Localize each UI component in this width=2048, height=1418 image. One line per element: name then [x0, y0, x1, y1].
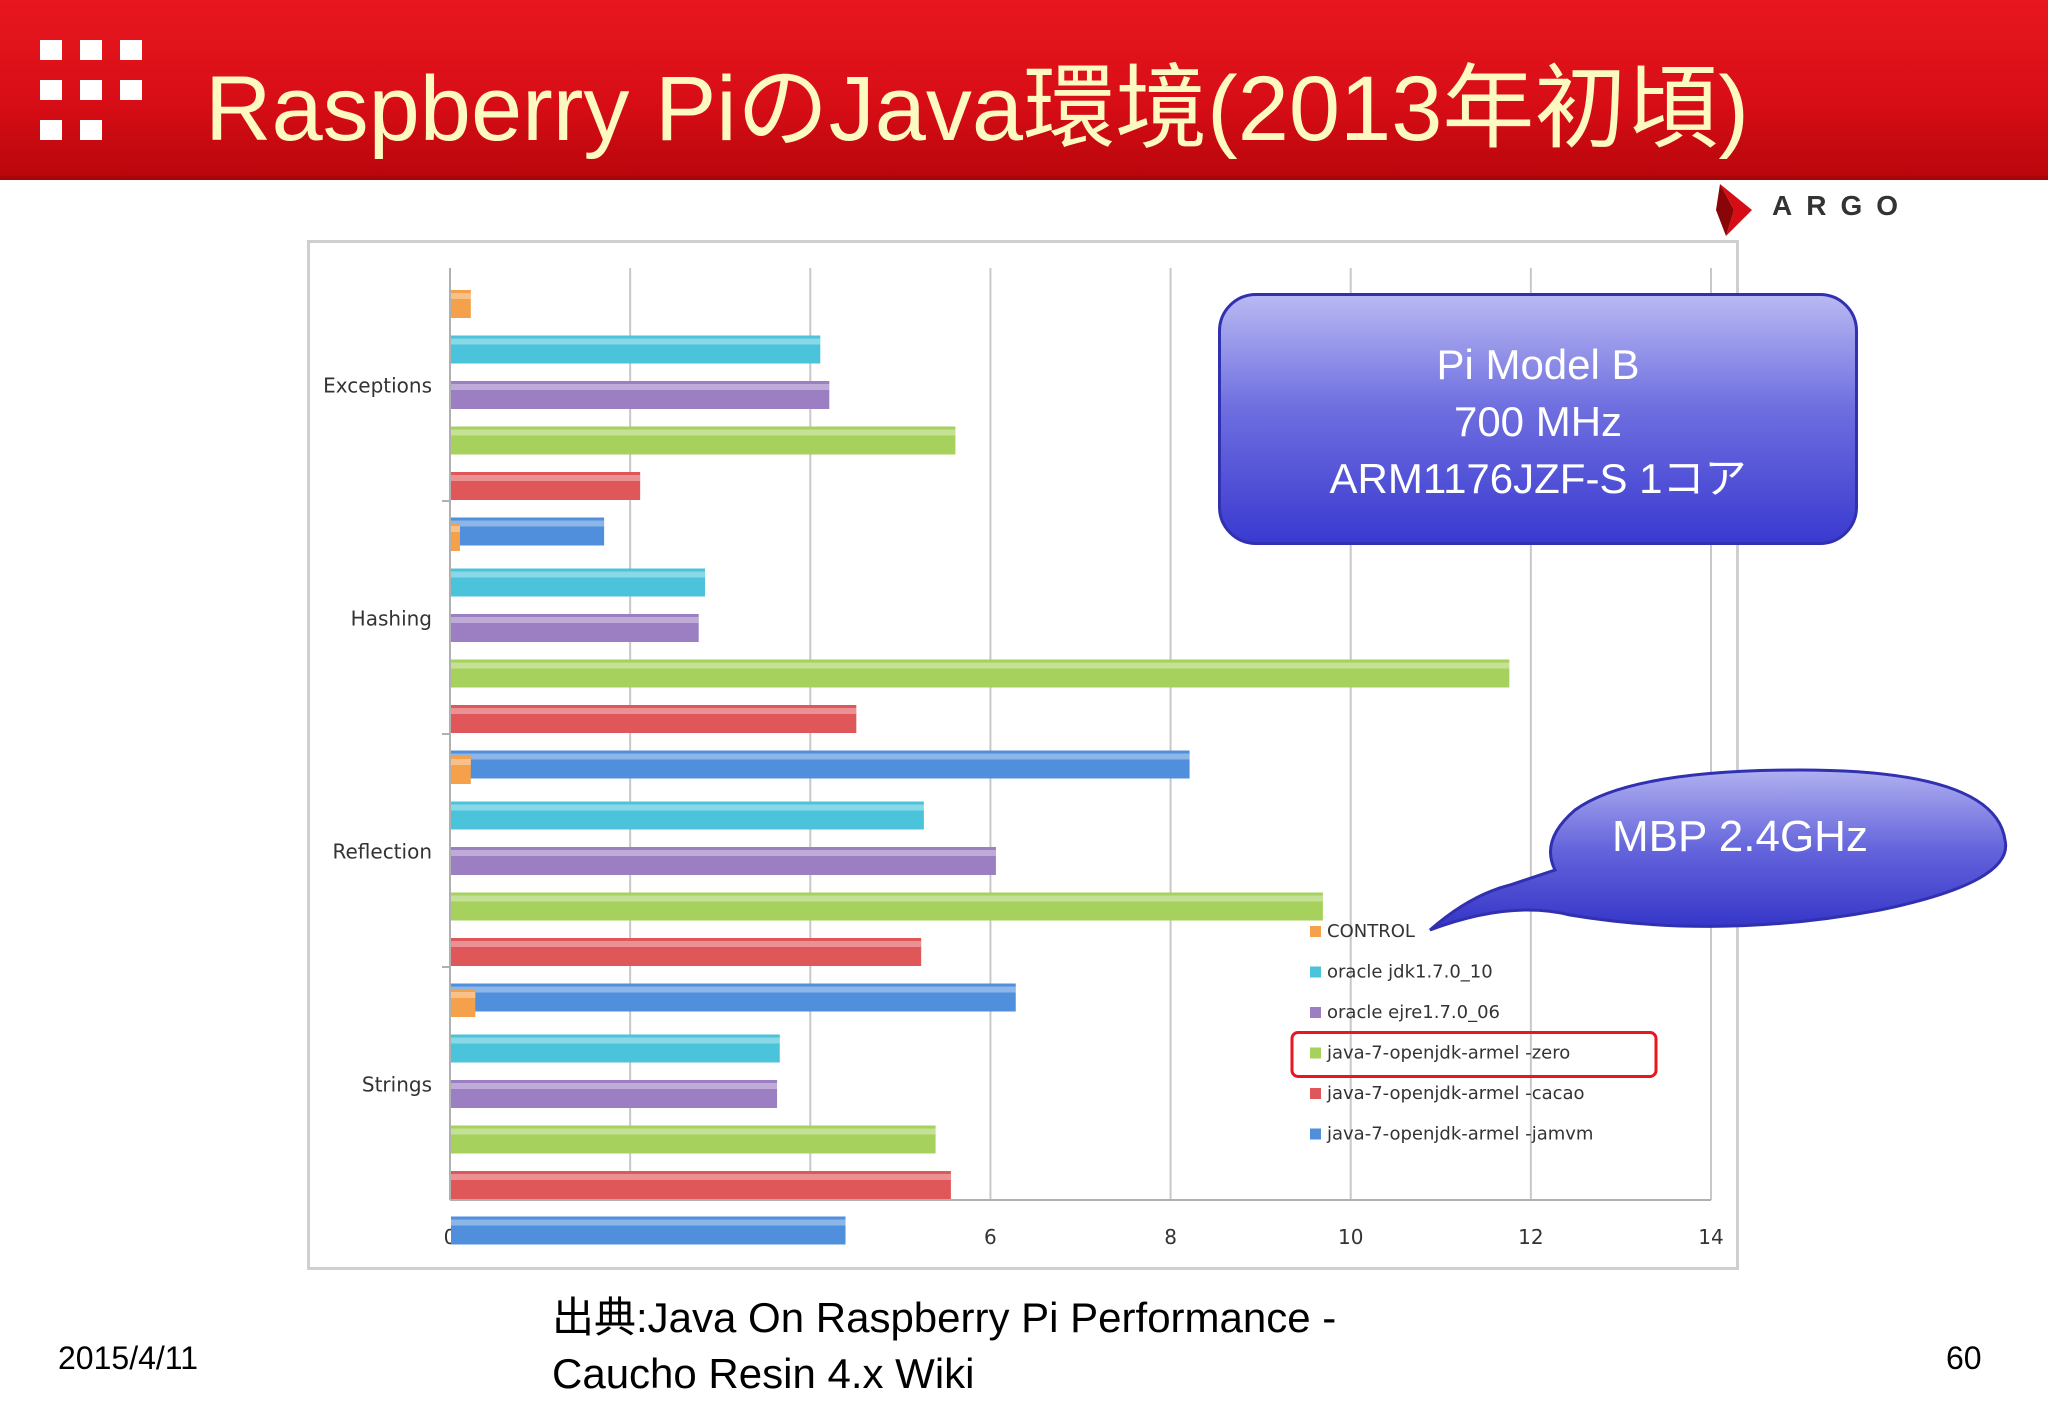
- pi-spec-callout: Pi Model B 700 MHz ARM1176JZF-S 1コア: [1218, 293, 1858, 545]
- bar: [451, 1216, 846, 1245]
- bar-highlight: [451, 1128, 936, 1135]
- bar: [451, 1034, 780, 1063]
- bar-highlight: [451, 338, 821, 345]
- category-label: Exceptions: [323, 374, 432, 398]
- bar: [451, 847, 996, 875]
- bar-highlight: [451, 1037, 780, 1044]
- bubble-text: MBP 2.4GHz: [1612, 812, 1868, 861]
- bar: [451, 517, 605, 546]
- x-tick-label: 10: [1338, 1225, 1363, 1249]
- category-label: Reflection: [332, 840, 432, 864]
- bar-highlight: [451, 895, 1323, 902]
- highlight-box: [1290, 1031, 1658, 1078]
- slide-date: 2015/4/11: [58, 1340, 198, 1376]
- bar: [451, 426, 956, 455]
- legend-label: java-7-openjdk-armel -cacao: [1326, 1083, 1585, 1104]
- title-bar: Raspberry PiのJava環境(2013年初頃): [0, 0, 2048, 180]
- bar: [451, 472, 641, 500]
- bar: [451, 290, 471, 318]
- x-tick-label: 6: [984, 1225, 997, 1249]
- legend-swatch: [1310, 1088, 1321, 1099]
- bar: [451, 523, 461, 551]
- category-label: Hashing: [351, 607, 432, 631]
- bar: [451, 983, 1016, 1012]
- bar-highlight: [451, 662, 1510, 669]
- bar: [451, 381, 830, 409]
- bar-chart: 02468101214ExceptionsHashingReflectionSt…: [323, 268, 1724, 1249]
- page-number: 60: [1946, 1340, 1982, 1376]
- x-tick-label: 8: [1164, 1225, 1177, 1249]
- callout-line: ARM1176JZF-S 1コア: [1329, 455, 1747, 502]
- source-line: Caucho Resin 4.x Wiki: [552, 1350, 975, 1397]
- bar: [451, 756, 471, 784]
- argo-sail-icon: [1716, 184, 1752, 236]
- bar: [451, 1171, 951, 1199]
- legend-label: CONTROL: [1327, 921, 1415, 942]
- bar-highlight: [451, 941, 922, 947]
- bar: [451, 892, 1323, 921]
- x-tick-label: 14: [1698, 1225, 1723, 1249]
- mbp-speech-bubble: [1429, 768, 2008, 932]
- bar-highlight: [451, 986, 1016, 993]
- grid-logo-icon: [40, 40, 150, 140]
- bar-highlight: [451, 753, 1190, 760]
- legend-label: java-7-openjdk-armel -zero: [1326, 1043, 1570, 1064]
- bar-highlight: [451, 1083, 778, 1089]
- legend-swatch: [1310, 1128, 1321, 1140]
- argo-logo: ARGO: [1712, 180, 1942, 240]
- bar-highlight: [451, 571, 706, 578]
- legend-label: java-7-openjdk-armel -jamvm: [1326, 1124, 1593, 1145]
- legend-label: oracle jdk1.7.0_10: [1327, 962, 1493, 983]
- legend-swatch: [1310, 926, 1321, 937]
- bar-highlight: [451, 526, 461, 532]
- bar: [451, 1125, 936, 1154]
- bar-highlight: [451, 293, 471, 299]
- legend-swatch: [1310, 966, 1321, 978]
- bar: [451, 1080, 778, 1108]
- bar-highlight: [451, 475, 641, 481]
- bar-highlight: [451, 804, 924, 811]
- bar-highlight: [451, 1219, 846, 1226]
- bar-highlight: [451, 1174, 951, 1180]
- bar: [451, 568, 706, 597]
- legend-swatch: [1310, 1047, 1321, 1059]
- category-label: Strings: [362, 1073, 432, 1097]
- bar-highlight: [451, 384, 830, 390]
- source-citation: 出典:Java On Raspberry Pi Performance - Ca…: [552, 1290, 1336, 1402]
- bar: [451, 801, 924, 830]
- legend-label: oracle ejre1.7.0_06: [1327, 1002, 1500, 1023]
- callout-line: 700 MHz: [1453, 398, 1623, 445]
- bar-highlight: [451, 617, 699, 623]
- bar: [451, 659, 1510, 688]
- bar: [451, 335, 821, 364]
- bar-highlight: [451, 520, 605, 527]
- bar-highlight: [451, 429, 956, 436]
- x-tick-label: 12: [1518, 1225, 1543, 1249]
- bar: [451, 989, 476, 1017]
- bar: [451, 750, 1190, 779]
- source-line: 出典:Java On Raspberry Pi Performance -: [552, 1294, 1337, 1341]
- bar: [451, 705, 857, 733]
- logo-text: ARGO: [1772, 190, 1912, 221]
- bar-highlight: [451, 850, 996, 856]
- bar-highlight: [451, 708, 857, 714]
- legend-swatch: [1310, 1007, 1321, 1018]
- bar: [451, 614, 699, 642]
- slide-title: Raspberry PiのJava環境(2013年初頃): [205, 58, 1750, 160]
- callout-line: Pi Model B: [1436, 341, 1640, 388]
- bar-highlight: [451, 759, 471, 765]
- bar-highlight: [451, 992, 476, 998]
- bar: [451, 938, 922, 966]
